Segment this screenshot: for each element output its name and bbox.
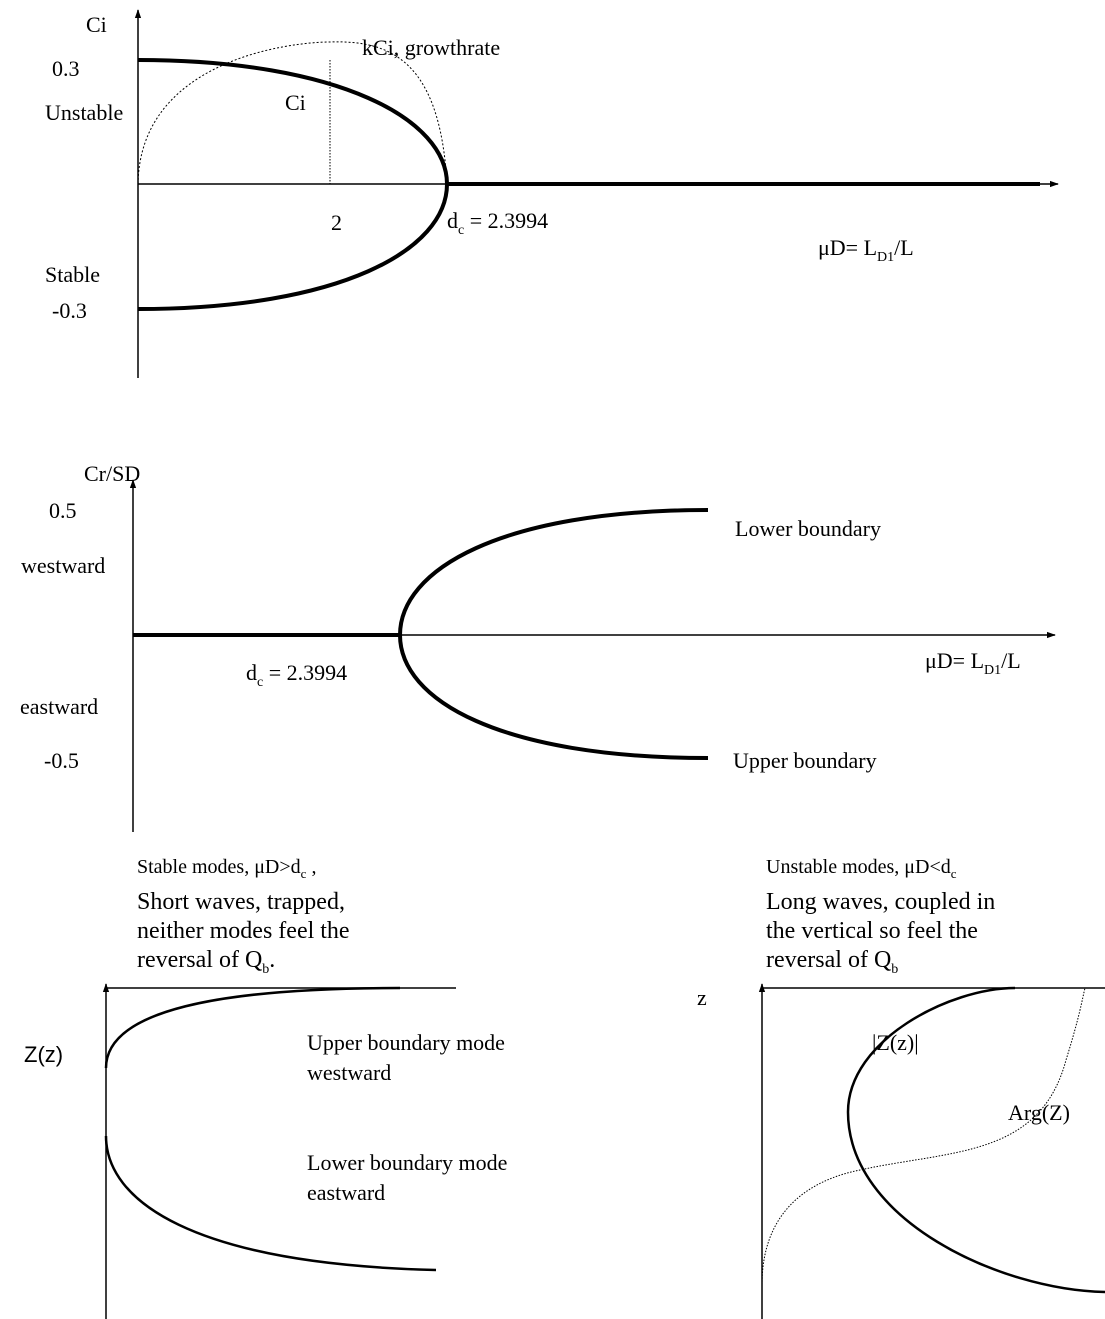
caption-unstable-line4: reversal of Qb <box>766 947 899 977</box>
p2-x-axis-label: μD= LD1/L <box>925 648 1021 678</box>
p1-curve-label-ci: Ci <box>285 90 306 115</box>
caption-unstable-line1: Unstable modes, μD<dc <box>766 856 957 881</box>
panel-stable-modes: Z(z) Upper boundary mode westward Lower … <box>24 983 507 1319</box>
p2-region-eastward: eastward <box>20 694 98 719</box>
panel-growth-rate: Ci 0.3 Unstable Ci kCi, growthrate 2 dc … <box>45 9 1059 378</box>
p2-bifurcation-curve <box>397 508 709 760</box>
p3-mode-upper-direction: westward <box>307 1060 391 1085</box>
panel-unstable-modes: z |Z(z)| Arg(Z) <box>697 983 1105 1319</box>
p3-upper-mode-curve <box>104 986 401 1069</box>
caption-stable-line2: Short waves, trapped, <box>137 889 345 915</box>
p3-lower-mode-curve <box>104 1135 437 1272</box>
caption-stable-line1: Stable modes, μD>dc , <box>137 856 317 881</box>
caption-stable-line3: neither modes feel the <box>137 918 350 944</box>
caption-stable-modes: Stable modes, μD>dc , Short waves, trapp… <box>137 853 350 984</box>
p2-region-westward: westward <box>21 553 105 578</box>
caption-unstable-line3: the vertical so feel the <box>766 918 978 944</box>
p1-tick-bottom: -0.3 <box>52 298 87 323</box>
p1-region-stable: Stable <box>45 262 100 287</box>
p2-dc-label: dc = 2.3994 <box>246 660 347 690</box>
p3-mode-lower-title: Lower boundary mode <box>307 1150 507 1175</box>
p3-mode-upper-title: Upper boundary mode <box>307 1030 505 1055</box>
p2-tick-top: 0.5 <box>49 498 77 523</box>
caption-unstable-modes: Unstable modes, μD<dc Long waves, couple… <box>766 853 995 984</box>
p3-y-axis-label: Z(z) <box>24 1042 63 1067</box>
p4-amplitude-curve <box>846 986 1105 1294</box>
p4-arg-label: Arg(Z) <box>1008 1100 1070 1125</box>
p2-y-axis-label: Cr/SD <box>84 461 140 486</box>
p4-abs-label: |Z(z)| <box>872 1030 919 1055</box>
p2-tick-bottom: -0.5 <box>44 748 79 773</box>
p4-y-axis-label: z <box>697 985 707 1010</box>
p1-tick-top: 0.3 <box>52 56 80 81</box>
caption-stable-line4: reversal of Qb. <box>137 947 276 977</box>
p4-phase-curve <box>761 987 1086 1286</box>
p3-mode-lower-direction: eastward <box>307 1180 385 1205</box>
p1-dc-label: dc = 2.3994 <box>447 208 548 238</box>
p1-region-unstable: Unstable <box>45 100 123 125</box>
p2-branch-upper-boundary: Upper boundary <box>733 748 877 773</box>
p1-curve-label-growthrate: kCi, growthrate <box>362 35 500 60</box>
p1-tick-two: 2 <box>331 210 342 235</box>
p2-branch-lower-boundary: Lower boundary <box>735 516 881 541</box>
caption-unstable-line2: Long waves, coupled in <box>766 889 996 915</box>
p1-x-axis-label: μD= LD1/L <box>818 235 914 265</box>
p1-growthrate-curve <box>137 41 448 185</box>
p1-y-axis-label: Ci <box>86 12 107 37</box>
panel-phase-speed: Cr/SD 0.5 westward Lower boundary dc = 2… <box>20 461 1056 832</box>
